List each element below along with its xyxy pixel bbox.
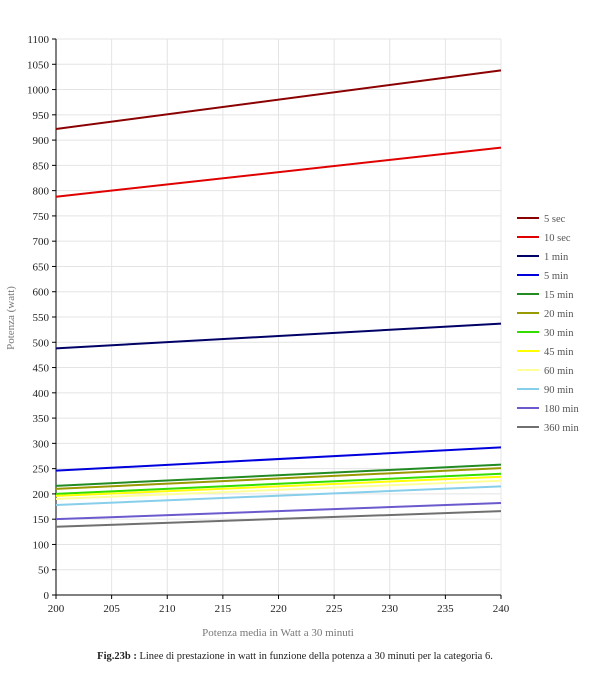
series-line-5-min xyxy=(55,446,502,472)
y-tick-label: 1000 xyxy=(27,85,50,97)
series-lines xyxy=(55,69,502,528)
figure-caption: Fig.23b : Linee di prestazione in watt i… xyxy=(0,651,590,662)
series-line-20-min xyxy=(55,467,502,490)
legend-label: 180 min xyxy=(544,404,579,415)
legend-label: 20 min xyxy=(544,309,574,320)
x-tick-label: 210 xyxy=(159,603,176,615)
caption-text: Linee di prestazione in watt in funzione… xyxy=(136,651,493,662)
legend-label: 15 min xyxy=(544,290,574,301)
x-tick-label: 240 xyxy=(493,603,510,615)
legend-label: 30 min xyxy=(544,328,574,339)
series-line-90-min xyxy=(55,485,502,507)
legend-label: 90 min xyxy=(544,385,574,396)
y-tick-label: 550 xyxy=(33,312,50,324)
y-tick-label: 400 xyxy=(33,388,50,400)
y-tick-label: 500 xyxy=(33,337,50,349)
y-tick-label: 950 xyxy=(33,110,50,122)
y-tick-label: 600 xyxy=(33,287,50,299)
y-tick-label: 1050 xyxy=(27,59,50,71)
x-tick-label: 230 xyxy=(382,603,399,615)
legend: 5 sec 10 sec 1 min 5 min 15 min 20 min 30 min 4… xyxy=(517,214,579,434)
y-tick-label: 800 xyxy=(33,186,50,198)
y-tick-label: 50 xyxy=(38,565,50,577)
y-axis-title: Potenza (watt) xyxy=(5,286,17,350)
series-line-180-min xyxy=(55,502,502,521)
x-tick-label: 200 xyxy=(48,603,65,615)
series-line-15-min xyxy=(55,463,502,487)
y-tick-label: 900 xyxy=(33,135,50,147)
x-tick-label: 205 xyxy=(103,603,120,615)
series-line-45-min xyxy=(55,475,502,497)
y-tick-label: 300 xyxy=(33,438,50,450)
series-line-360-min xyxy=(55,510,502,528)
x-tick-label: 235 xyxy=(437,603,454,615)
y-tick-label: 650 xyxy=(33,261,50,273)
y-tick-label: 1100 xyxy=(27,34,49,46)
legend-label: 5 sec xyxy=(544,214,566,225)
x-tick-label: 220 xyxy=(270,603,287,615)
y-tick-label: 850 xyxy=(33,160,50,172)
x-tick-label: 215 xyxy=(215,603,232,615)
x-axis-title: Potenza media in Watt a 30 minuti xyxy=(202,627,354,639)
series-line-5-sec xyxy=(55,69,502,130)
series-line-60-min xyxy=(55,479,502,500)
legend-label: 1 min xyxy=(544,252,569,263)
y-tick-label: 250 xyxy=(33,464,50,476)
tick-labels: 0 50 100 150 200 250 300 350 400 450 500 550 600 650 7… xyxy=(27,34,510,615)
line-chart: 0 50 100 150 200 250 300 350 400 450 500 550 600 650 7… xyxy=(5,34,579,639)
y-tick-label: 150 xyxy=(33,514,50,526)
series-line-1-min xyxy=(55,322,502,350)
legend-label: 10 sec xyxy=(544,233,571,244)
legend-label: 60 min xyxy=(544,366,574,377)
y-tick-label: 100 xyxy=(33,539,50,551)
series-line-30-min xyxy=(55,472,502,495)
y-tick-label: 0 xyxy=(44,590,50,602)
legend-label: 45 min xyxy=(544,347,574,358)
x-tick-label: 225 xyxy=(326,603,343,615)
series-line-10-sec xyxy=(55,146,502,198)
legend-label: 5 min xyxy=(544,271,569,282)
y-tick-label: 700 xyxy=(33,236,50,248)
y-tick-label: 750 xyxy=(33,211,50,223)
caption-label: Fig.23b : xyxy=(97,651,137,662)
y-tick-label: 200 xyxy=(33,489,50,501)
axes xyxy=(52,38,502,599)
legend-label: 360 min xyxy=(544,423,579,434)
y-tick-label: 350 xyxy=(33,413,50,425)
y-tick-label: 450 xyxy=(33,363,50,375)
